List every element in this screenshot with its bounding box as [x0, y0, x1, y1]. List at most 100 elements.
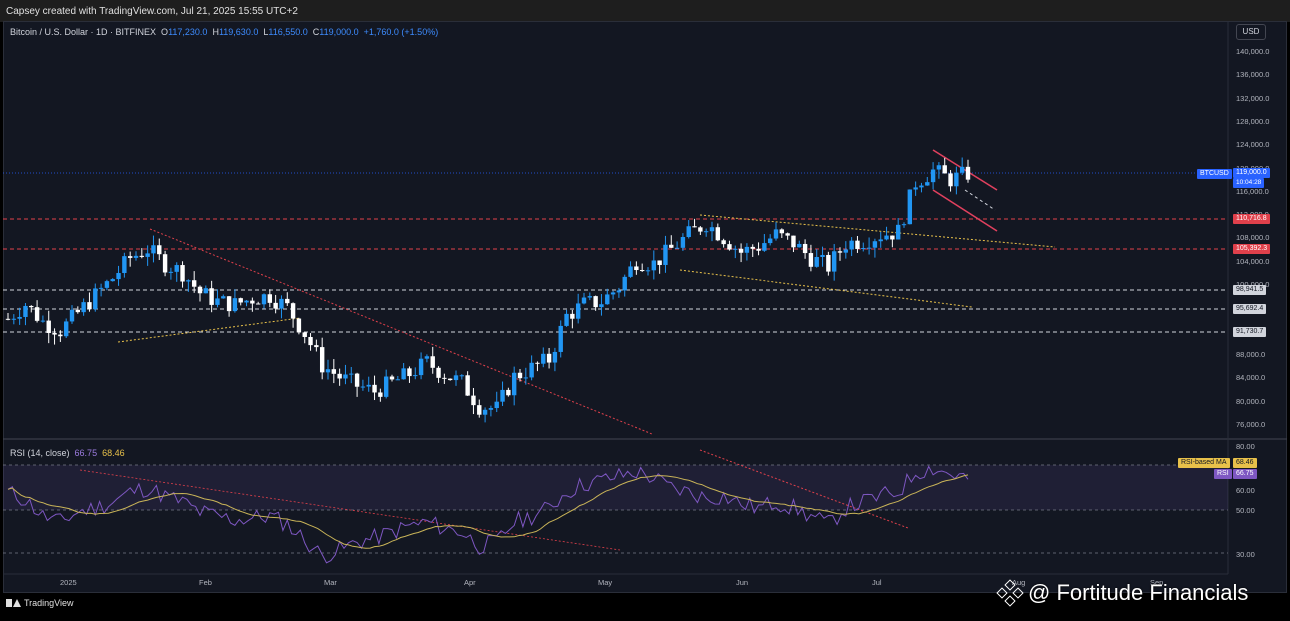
candle-body [488, 408, 494, 410]
candle-body [762, 243, 767, 251]
candle-body [349, 373, 354, 375]
high-value: 119,630.0 [218, 27, 259, 37]
support-tag-3: 91,730.7 [1233, 327, 1267, 337]
candle-body [634, 266, 639, 271]
candle-body [965, 166, 971, 180]
candle-body [127, 256, 133, 258]
candle-body [797, 243, 802, 248]
candle-body [34, 307, 40, 321]
candle-body [436, 367, 441, 378]
candle-body [587, 296, 593, 298]
candle-body [366, 384, 371, 387]
candle-body [925, 182, 930, 186]
price-tick-label: 116,000.0 [1236, 186, 1269, 196]
candle-body [541, 353, 546, 364]
rsi-tag: RSI [1214, 469, 1232, 479]
ohlc-legend[interactable]: Bitcoin / U.S. Dollar · 1D · BITFINEX O1… [10, 27, 439, 37]
candle-body [616, 290, 622, 293]
candle-body [610, 292, 616, 295]
candle-body [93, 288, 98, 310]
candle-body [639, 270, 645, 272]
candle-body [552, 351, 558, 363]
candle-body [325, 369, 331, 373]
rsi-tick-label: 50.00 [1236, 506, 1255, 515]
candle-body [5, 318, 11, 320]
bull-flag-lower [932, 189, 998, 232]
candle-body [558, 325, 563, 352]
candle-body [680, 237, 686, 248]
candle-body [529, 362, 534, 378]
candle-body [494, 401, 499, 409]
rsi-line [7, 465, 969, 564]
candle-body [255, 303, 261, 305]
tradingview-logo-icon [6, 599, 21, 607]
candle-body [546, 353, 552, 363]
candle-body [913, 187, 918, 190]
candle-body [191, 280, 197, 287]
candle-body [232, 298, 238, 312]
rsi-ma-line [7, 474, 969, 549]
candle-body [605, 294, 610, 305]
candle-body [319, 347, 325, 373]
candle-body [75, 309, 81, 313]
candle-body [703, 231, 709, 233]
resistance-tag-1: 110,716.8 [1233, 214, 1270, 224]
candle-body [98, 287, 104, 289]
candle-body [767, 238, 773, 244]
rsi-downtrend-line [79, 469, 621, 551]
candle-body [226, 296, 232, 312]
currency-selector[interactable]: USD [1236, 24, 1266, 40]
tradingview-footer[interactable]: TradingView [6, 598, 74, 608]
low-value: 116,550.0 [268, 27, 308, 37]
candle-body [814, 257, 819, 267]
candle-body [872, 241, 878, 248]
candle-body [517, 372, 523, 379]
close-value: 119,000.0 [319, 27, 359, 37]
candle-body [308, 336, 313, 346]
candle-body [296, 318, 302, 333]
candle-body [238, 298, 243, 303]
candle-body [802, 243, 808, 254]
candle-body [174, 265, 179, 272]
candle-body [692, 226, 697, 228]
candle-body [459, 375, 465, 377]
candle-body [314, 345, 319, 348]
candle-body [936, 165, 942, 170]
candle-body [826, 254, 831, 272]
candle-body [645, 270, 651, 272]
downtrend-line [149, 228, 653, 435]
rsi-ma-tag: RSI-based MA [1178, 458, 1230, 468]
candle-body [267, 294, 273, 303]
watermark-text: @ Fortitude Financials [1028, 580, 1249, 605]
time-tick-label: Feb [199, 578, 212, 587]
candle-body [180, 265, 185, 282]
candle-body [482, 409, 488, 415]
rsi-tag-value: 66.75 [1233, 469, 1257, 479]
candle-body [738, 248, 744, 253]
candle-body [52, 332, 57, 335]
candle-body [511, 372, 517, 396]
rsi-legend[interactable]: RSI (14, close) 66.75 68.46 [10, 448, 125, 458]
price-tick-label: 108,000.0 [1236, 233, 1270, 243]
candle-body [750, 246, 755, 249]
candle-body [343, 374, 348, 379]
candle-body [715, 227, 721, 241]
candle-body [866, 247, 872, 249]
rsi-value: 66.75 [74, 448, 98, 458]
candle-body [855, 240, 860, 249]
candle-body [372, 384, 377, 393]
candle-body [11, 318, 17, 320]
candle-body [744, 246, 750, 253]
candle-body [506, 389, 511, 396]
candle-body [756, 248, 761, 251]
candle-body [116, 273, 121, 280]
candle-body [686, 226, 691, 238]
candle-body [168, 271, 174, 273]
candle-body [831, 251, 837, 272]
candle-body [29, 305, 34, 308]
candle-body [17, 316, 22, 319]
price-tick-label: 128,000.0 [1236, 116, 1270, 126]
candle-body [69, 309, 75, 322]
candle-body [942, 165, 947, 174]
